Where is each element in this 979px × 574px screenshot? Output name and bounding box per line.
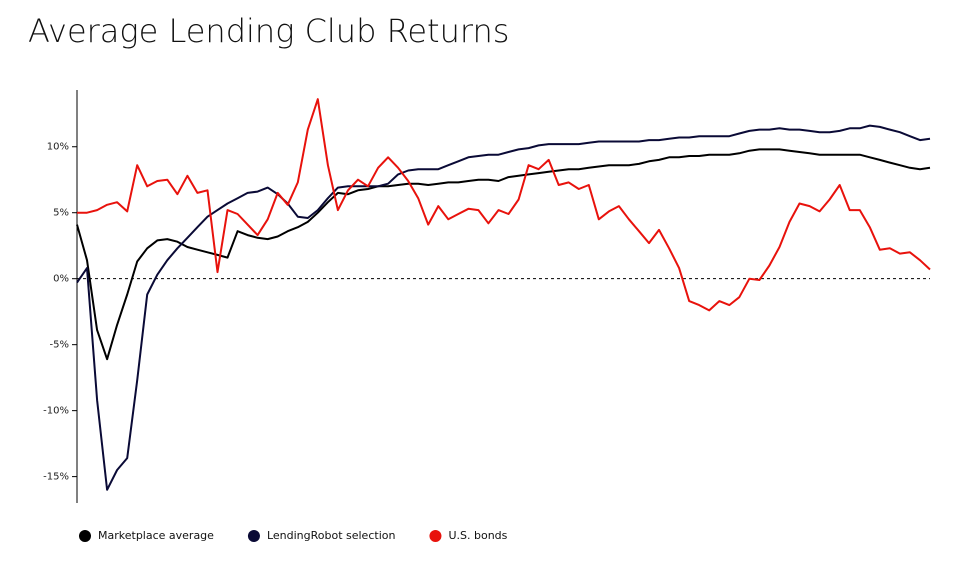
legend-label: Marketplace average xyxy=(98,529,214,542)
y-tick-label: 10% xyxy=(47,142,69,153)
y-tick-label: -10% xyxy=(43,406,69,417)
legend-marker xyxy=(247,530,260,542)
y-tick-label: -5% xyxy=(50,340,69,351)
legend-marker xyxy=(79,530,91,542)
y-tick-label: 0% xyxy=(53,274,69,285)
series-line xyxy=(77,98,931,312)
legend-label: LendingRobot selection xyxy=(267,529,396,542)
legend-label: U.S. bonds xyxy=(448,529,507,542)
series-line xyxy=(76,148,931,361)
y-tick-label: -15% xyxy=(43,472,69,483)
y-tick-label: 5% xyxy=(53,208,69,219)
legend-marker xyxy=(429,530,442,542)
series-line xyxy=(76,124,931,491)
chart-title: Average Lending Club Returns xyxy=(28,12,509,50)
